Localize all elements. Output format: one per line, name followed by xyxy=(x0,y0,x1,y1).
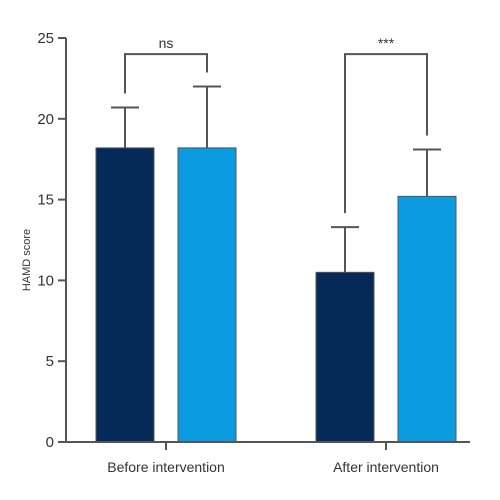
y-tick-label: 20 xyxy=(37,111,54,128)
bar xyxy=(177,147,237,443)
y-axis: 0 5 10 15 20 25 xyxy=(37,30,67,451)
x-axis: Before intervention After intervention xyxy=(66,441,470,475)
bars xyxy=(95,147,457,443)
y-tick-label: 25 xyxy=(37,30,54,47)
y-tick-label: 10 xyxy=(37,272,54,289)
y-tick-label: 5 xyxy=(46,353,54,370)
significance-brackets: ns *** xyxy=(124,35,428,214)
bar xyxy=(315,271,375,443)
y-axis-title: HAMD score xyxy=(21,229,33,291)
significance-label: *** xyxy=(378,35,395,51)
significance-label: ns xyxy=(159,35,174,51)
significance-bracket xyxy=(124,53,208,94)
significance-bracket xyxy=(344,53,428,214)
x-tick-label: After intervention xyxy=(333,459,439,475)
y-tick-label: 0 xyxy=(46,434,54,451)
bar xyxy=(397,195,457,443)
error-bars xyxy=(111,85,441,273)
bar xyxy=(95,147,155,443)
x-tick-label: Before intervention xyxy=(107,459,225,475)
y-tick-label: 15 xyxy=(37,192,54,209)
